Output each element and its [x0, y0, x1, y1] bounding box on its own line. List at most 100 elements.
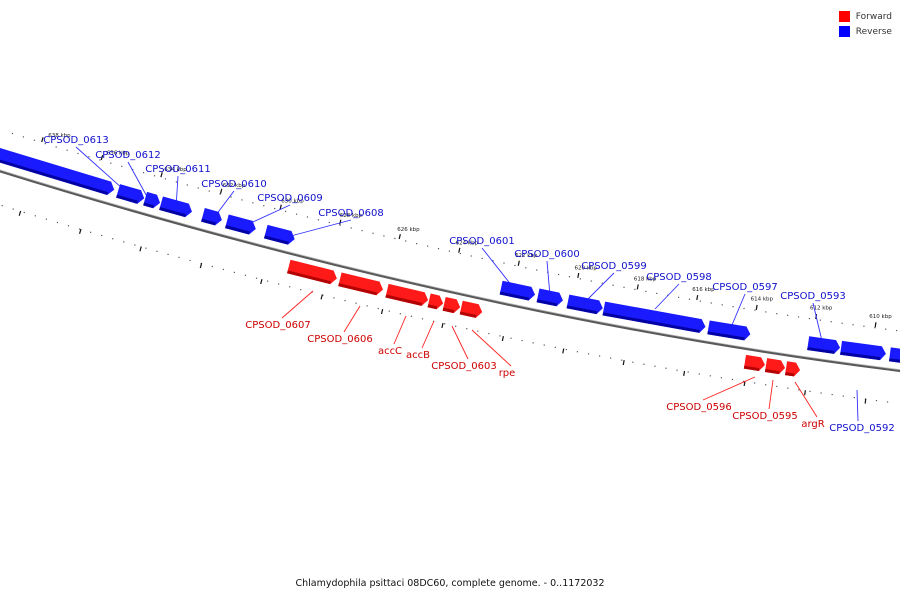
track-dot: [499, 335, 501, 337]
track-dot: [121, 165, 123, 167]
scale-tick: [339, 219, 342, 225]
reverse-gene-label: CPSOD_0610: [201, 179, 266, 190]
forward-gene-arrow: [743, 354, 766, 372]
track-dot: [266, 280, 269, 282]
track-dot: [12, 208, 14, 210]
track-dot: [819, 319, 821, 321]
track-dot: [665, 367, 667, 369]
track-dot: [437, 248, 440, 250]
forward-gene-arrow: [459, 300, 483, 318]
track-dot: [255, 277, 258, 279]
reverse-gene-label: CPSOD_0592: [829, 423, 894, 434]
forward-leader-line: [702, 376, 756, 401]
forward-gene-label: CPSOD_0606: [307, 334, 372, 345]
track-dot: [886, 401, 889, 403]
reverse-leader-line: [812, 302, 823, 342]
track-dot: [156, 250, 158, 252]
track-dot: [488, 332, 490, 335]
track-dot: [219, 193, 221, 195]
reverse-leader-line: [546, 260, 551, 297]
scale-tick: [100, 154, 104, 161]
track-dot: [222, 268, 224, 271]
scale-tick: [804, 390, 806, 396]
track-dot: [466, 328, 468, 330]
track-dot: [612, 284, 614, 286]
track-dot: [241, 199, 243, 201]
track-dot: [510, 337, 512, 339]
scale-label: 610 kbp: [869, 314, 892, 320]
legend-label-forward: Forward: [855, 11, 892, 22]
track-dot: [186, 184, 188, 186]
reverse-gene-arrow: [707, 320, 751, 341]
track-dot: [55, 146, 57, 148]
track-dot: [44, 143, 46, 145]
scale-tick: [279, 204, 282, 210]
track-dot: [361, 230, 363, 232]
track-dot: [709, 375, 711, 377]
track-dot: [328, 221, 330, 224]
track-dot: [601, 282, 603, 284]
scale-tick: [636, 284, 639, 290]
track-dot: [366, 305, 368, 307]
scale-tick: [199, 263, 203, 269]
forward-gene-arrow-shade: [459, 311, 477, 318]
reverse-leader-line: [731, 293, 746, 326]
gene-labels: CPSOD_0613 CPSOD_0612 CPSOD_0611 CPSOD_0610…: [43, 135, 894, 434]
track-dot: [153, 175, 156, 177]
track-dot: [776, 313, 778, 315]
scale-ticks: 638 kbp 636 kbp 634 kbp 632 kbp 630 kbp 628 k…: [18, 133, 892, 404]
track-dot: [568, 276, 571, 278]
scale-tick: [696, 294, 699, 301]
track-dot: [634, 288, 636, 290]
forward-leader-line: [794, 381, 818, 418]
reverse-gene-arrow-shade: [889, 358, 900, 363]
forward-gene-label: CPSOD_0596: [666, 402, 731, 413]
reverse-gene-arrow-shade: [143, 202, 154, 209]
reverse-gene-label: CPSOD_0601: [449, 236, 514, 247]
track-dot: [252, 202, 254, 204]
track-dot: [416, 242, 418, 245]
track-dot: [481, 257, 483, 259]
track-dot: [557, 273, 560, 276]
forward-gene-arrow-shade: [764, 369, 780, 375]
track-dot: [830, 321, 832, 323]
track-dot: [874, 327, 876, 329]
track-dot: [145, 247, 147, 249]
track-dot: [841, 322, 843, 324]
track-dot: [587, 353, 590, 355]
track-dot: [143, 172, 145, 174]
track-dot: [875, 399, 878, 402]
reverse-gene-label: CPSOD_0608: [318, 208, 383, 219]
track-dot: [842, 395, 844, 397]
track-dot: [598, 355, 601, 357]
genome-caption: Chlamydophila psittaci 08DC60, complete …: [295, 578, 605, 589]
track-dot: [459, 252, 461, 255]
scale-tick: [517, 260, 520, 266]
reverse-gene-arrow-shade: [225, 225, 250, 235]
reverse-leader-line: [856, 389, 859, 422]
track-dot: [394, 237, 396, 240]
track-dot: [175, 181, 177, 183]
scale-tick: [260, 279, 263, 285]
track-dot: [421, 318, 424, 320]
track-dot: [322, 294, 324, 296]
track-dot: [167, 253, 169, 255]
forward-gene-arrow-shade: [743, 365, 760, 372]
track-dot: [410, 315, 413, 317]
track-dot: [306, 216, 309, 218]
track-dot: [677, 296, 680, 298]
reverse-gene-arrow: [602, 301, 706, 333]
track-dot: [765, 311, 767, 313]
reverse-gene-label: CPSOD_0600: [514, 249, 579, 260]
reverse-leader-line: [584, 272, 615, 303]
reverse-gene-arrow-shade: [602, 312, 700, 333]
track-dot: [11, 132, 14, 135]
track-dot: [164, 178, 167, 180]
reverse-gene-arrow: [264, 224, 295, 245]
track-dot: [853, 397, 855, 399]
track-dot: [710, 302, 712, 304]
track-dot: [776, 385, 778, 388]
reverse-gene-label: CPSOD_0598: [646, 272, 711, 283]
forward-gene-arrow: [287, 259, 337, 285]
